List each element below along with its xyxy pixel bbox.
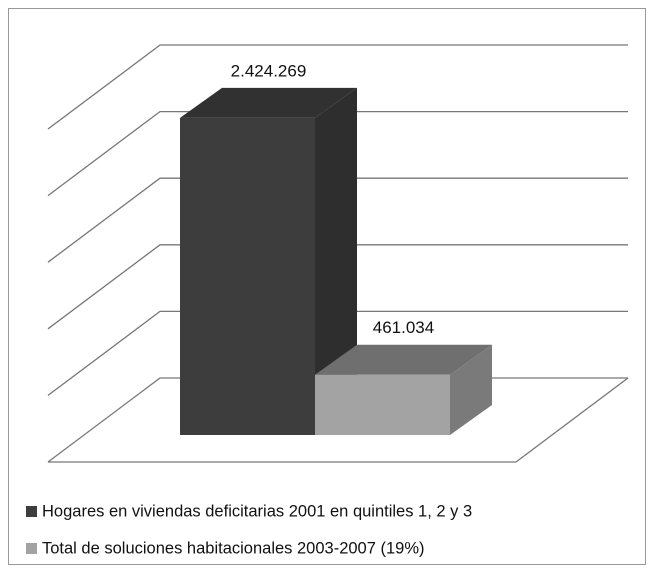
bar [315,374,450,435]
grid-line [47,244,628,330]
grid-line [47,177,628,263]
legend-swatch [26,506,37,517]
bar-top [315,344,492,375]
floor-edge [48,377,629,463]
grid-line [47,110,628,197]
legend-label: Total de soluciones habitacionales 2003-… [42,539,425,557]
bar [180,117,315,436]
legend-swatch [26,543,37,554]
legend-label: Hogares en viviendas deficitarias 2001 e… [42,502,472,520]
value-label: 461.034 [373,318,434,337]
value-label: 2.424.269 [231,61,307,80]
bar-top [180,87,357,118]
grid-line [47,44,628,130]
bar-side [450,344,492,435]
bar-side [315,87,357,436]
grid-line [47,310,628,396]
